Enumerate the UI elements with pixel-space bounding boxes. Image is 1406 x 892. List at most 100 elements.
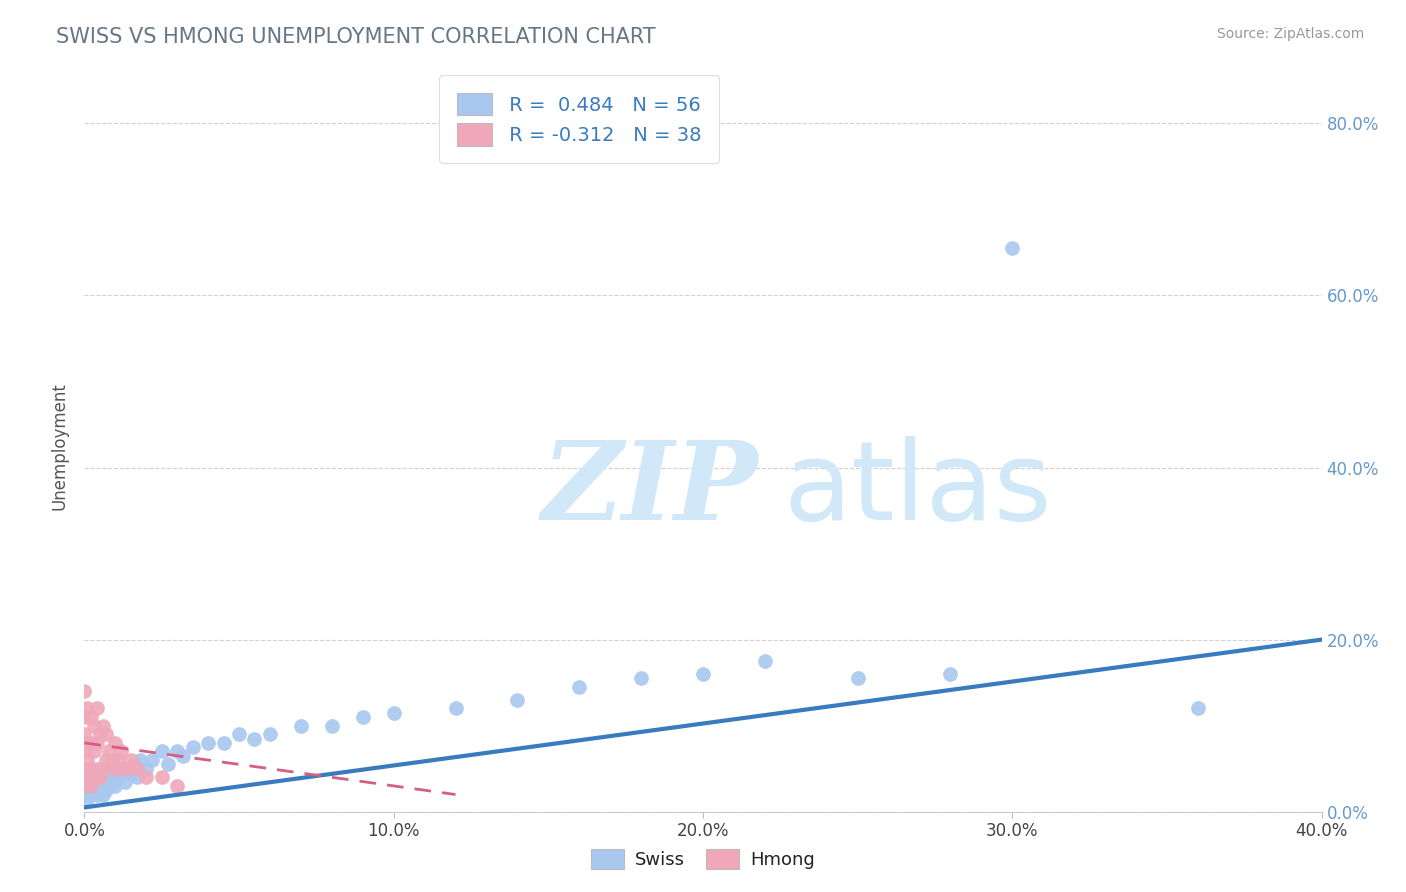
Point — [125, 762, 148, 776]
Y-axis label: Unemployment: Unemployment — [51, 382, 69, 510]
Point — [91, 719, 114, 733]
Point — [83, 770, 105, 784]
Point — [91, 770, 114, 784]
Point — [89, 727, 111, 741]
Point — [89, 762, 111, 776]
Point — [114, 774, 136, 789]
Point — [73, 684, 96, 698]
Point — [86, 766, 108, 780]
Point — [107, 753, 129, 767]
Point — [89, 770, 111, 784]
Point — [754, 654, 776, 668]
Point — [104, 736, 127, 750]
Point — [101, 757, 124, 772]
Point — [79, 710, 101, 724]
Point — [86, 762, 108, 776]
Point — [181, 740, 204, 755]
Point — [89, 779, 111, 793]
Point — [73, 744, 96, 758]
Point — [76, 770, 98, 784]
Point — [444, 701, 467, 715]
Point — [98, 779, 121, 793]
Legend: Swiss, Hmong: Swiss, Hmong — [582, 839, 824, 879]
Point — [83, 744, 105, 758]
Point — [94, 783, 117, 797]
Point — [321, 719, 343, 733]
Point — [73, 788, 96, 802]
Point — [98, 744, 121, 758]
Point — [79, 779, 101, 793]
Point — [86, 736, 108, 750]
Point — [141, 753, 163, 767]
Point — [91, 762, 114, 776]
Point — [150, 744, 173, 758]
Point — [846, 671, 869, 685]
Point — [83, 770, 105, 784]
Point — [150, 770, 173, 784]
Point — [352, 710, 374, 724]
Point — [125, 770, 148, 784]
Text: SWISS VS HMONG UNEMPLOYMENT CORRELATION CHART: SWISS VS HMONG UNEMPLOYMENT CORRELATION … — [56, 27, 655, 46]
Point — [506, 693, 529, 707]
Point — [79, 762, 101, 776]
Point — [104, 762, 127, 776]
Point — [1187, 701, 1209, 715]
Point — [94, 727, 117, 741]
Text: atlas: atlas — [783, 436, 1052, 543]
Point — [86, 788, 108, 802]
Point — [73, 770, 96, 784]
Point — [172, 748, 194, 763]
Point — [243, 731, 266, 746]
Point — [290, 719, 312, 733]
Point — [73, 779, 96, 793]
Point — [86, 701, 108, 715]
Point — [83, 783, 105, 797]
Point — [83, 719, 105, 733]
Point — [122, 757, 145, 772]
Point — [76, 736, 98, 750]
Point — [79, 788, 101, 802]
Point — [939, 667, 962, 681]
Point — [73, 727, 96, 741]
Point — [382, 706, 405, 720]
Point — [76, 701, 98, 715]
Legend:  R =  0.484   N = 56,  R = -0.312   N = 38: R = 0.484 N = 56, R = -0.312 N = 38 — [439, 75, 720, 163]
Point — [101, 774, 124, 789]
Point — [101, 753, 124, 767]
Text: Source: ZipAtlas.com: Source: ZipAtlas.com — [1216, 27, 1364, 41]
Point — [120, 766, 142, 780]
Point — [110, 744, 132, 758]
Point — [117, 762, 139, 776]
Point — [110, 762, 132, 776]
Point — [212, 736, 235, 750]
Point — [79, 774, 101, 789]
Point — [135, 762, 157, 776]
Point — [104, 779, 127, 793]
Point — [107, 770, 129, 784]
Point — [166, 779, 188, 793]
Point — [94, 762, 117, 776]
Point — [98, 770, 121, 784]
Point — [692, 667, 714, 681]
Point — [135, 770, 157, 784]
Point — [73, 762, 96, 776]
Point — [73, 710, 96, 724]
Point — [259, 727, 281, 741]
Point — [228, 727, 250, 741]
Point — [114, 762, 136, 776]
Point — [568, 680, 591, 694]
Point — [129, 753, 152, 767]
Point — [104, 766, 127, 780]
Point — [156, 757, 179, 772]
Point — [197, 736, 219, 750]
Point — [91, 788, 114, 802]
Point — [120, 753, 142, 767]
Point — [76, 753, 98, 767]
Point — [79, 736, 101, 750]
Text: ZIP: ZIP — [543, 436, 759, 543]
Point — [94, 753, 117, 767]
Point — [630, 671, 652, 685]
Point — [166, 744, 188, 758]
Point — [76, 792, 98, 806]
Point — [1001, 241, 1024, 255]
